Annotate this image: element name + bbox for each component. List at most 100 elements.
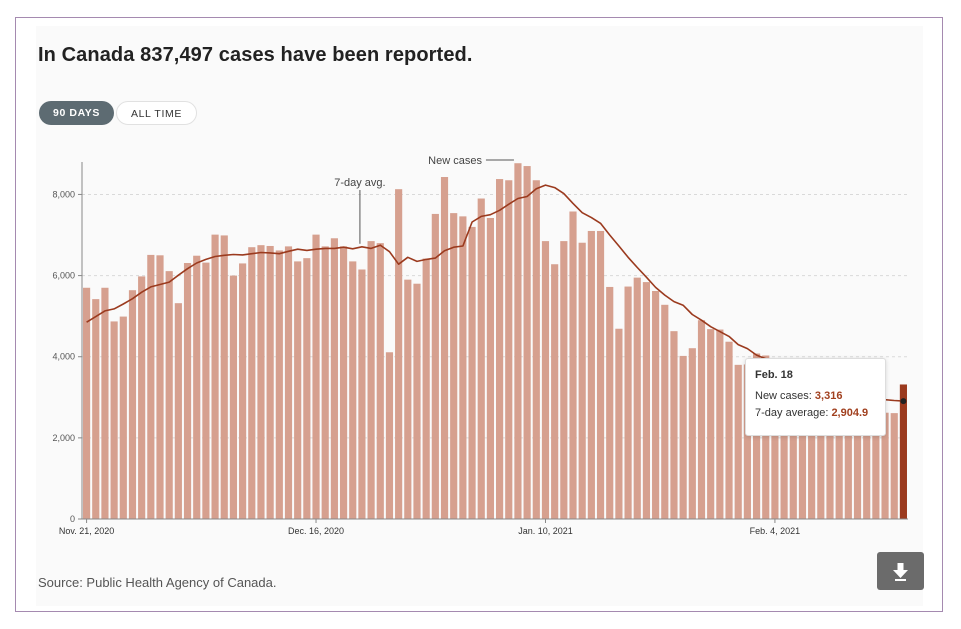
bar: [863, 401, 871, 519]
bar: [431, 213, 439, 519]
annotations: New cases 7-day avg.: [334, 155, 514, 244]
bar: [523, 166, 531, 519]
bar: [211, 234, 219, 519]
bar: [193, 255, 201, 519]
tooltip-avg-label: 7-day average:: [755, 407, 832, 419]
bar: [817, 395, 825, 519]
bar: [679, 355, 687, 519]
download-arrow-icon: [893, 563, 908, 581]
bar: [422, 258, 430, 519]
bar: [110, 321, 118, 519]
bar: [606, 286, 614, 519]
bar: [496, 179, 504, 519]
bar: [349, 261, 357, 519]
bar: [202, 262, 210, 519]
bar: [514, 163, 522, 519]
bar: [257, 245, 265, 519]
bar: [128, 290, 137, 519]
bar: [734, 364, 742, 519]
download-button[interactable]: [877, 552, 924, 590]
hover-tooltip: Feb. 18 New cases: 3,316 7-day average: …: [745, 358, 886, 436]
bar: [844, 391, 852, 519]
bar: [220, 235, 228, 519]
tooltip-avg-row: 7-day average: 2,904.9: [755, 407, 885, 419]
bar: [358, 269, 366, 519]
bar: [165, 271, 173, 519]
bar: [83, 287, 91, 519]
bar: [174, 303, 182, 519]
y-axis: 0 2,000 4,000 6,000 8,000: [52, 162, 83, 524]
bar: [624, 286, 632, 519]
y-tick-label: 0: [70, 514, 75, 524]
bar: [303, 258, 311, 519]
bar: [459, 216, 467, 519]
bar: [725, 341, 733, 519]
bar: [853, 395, 862, 519]
bar: [652, 291, 660, 519]
tooltip-avg-value: 2,904.9: [831, 407, 869, 419]
bar: [872, 409, 880, 519]
bar: [633, 277, 641, 519]
bar: [468, 226, 476, 519]
tooltip-cases-row: New cases: 3,316: [755, 390, 885, 402]
bar: [376, 243, 384, 520]
bar: [395, 189, 403, 520]
toggle-90-days[interactable]: 90 DAYS: [39, 101, 115, 125]
bar: [771, 372, 779, 519]
bar: [119, 316, 127, 519]
bar: [156, 255, 164, 519]
bar: [505, 180, 513, 519]
x-tick-label: Jan. 10, 2021: [518, 526, 573, 536]
page-title: In Canada 837,497 cases have been report…: [38, 44, 473, 66]
bar-highlighted: [899, 384, 907, 519]
bar: [707, 329, 715, 519]
bars: [83, 163, 907, 520]
bar: [762, 355, 770, 519]
x-tick-label: Nov. 21, 2020: [59, 526, 114, 536]
bar: [229, 275, 238, 519]
bar: [486, 217, 494, 520]
x-tick-label: Feb. 4, 2021: [750, 526, 801, 536]
bar: [92, 299, 100, 519]
bar: [275, 250, 283, 519]
bar: [138, 276, 146, 519]
bar: [551, 264, 559, 519]
bar: [642, 282, 651, 519]
bar: [477, 198, 485, 520]
bar: [239, 263, 247, 519]
bar: [697, 320, 706, 519]
bar: [615, 328, 623, 519]
bar: [826, 393, 834, 519]
bar: [385, 352, 394, 519]
bar: [661, 304, 669, 519]
tooltip-date: Feb. 18: [755, 369, 793, 381]
bar: [596, 230, 605, 519]
annotation-new-cases: New cases: [428, 155, 482, 167]
bar: [587, 230, 595, 519]
toggle-all-time[interactable]: ALL TIME: [116, 101, 197, 125]
bar: [413, 283, 421, 519]
bar: [284, 246, 293, 519]
bar: [890, 413, 898, 519]
source-note: Source: Public Health Agency of Canada.: [38, 575, 277, 590]
y-tick-label: 4,000: [52, 352, 75, 362]
bar: [752, 353, 761, 519]
bar: [578, 242, 586, 519]
bar: [808, 397, 816, 519]
bar: [835, 374, 843, 519]
bar: [560, 241, 568, 519]
bar: [688, 348, 696, 519]
bar: [404, 279, 412, 519]
y-tick-label: 6,000: [52, 271, 75, 281]
y-tick-label: 8,000: [52, 189, 75, 199]
bar: [183, 263, 192, 519]
bar: [569, 211, 577, 520]
bar: [789, 381, 797, 519]
bar: [743, 364, 751, 519]
bar: [716, 329, 724, 519]
range-toggle-group: 90 DAYS ALL TIME: [39, 101, 197, 125]
x-axis: Nov. 21, 2020 Dec. 16, 2020 Jan. 10, 2021 F…: [59, 518, 908, 536]
bar: [321, 246, 329, 519]
bar: [670, 331, 678, 519]
tooltip-cases-value: 3,316: [814, 390, 843, 402]
